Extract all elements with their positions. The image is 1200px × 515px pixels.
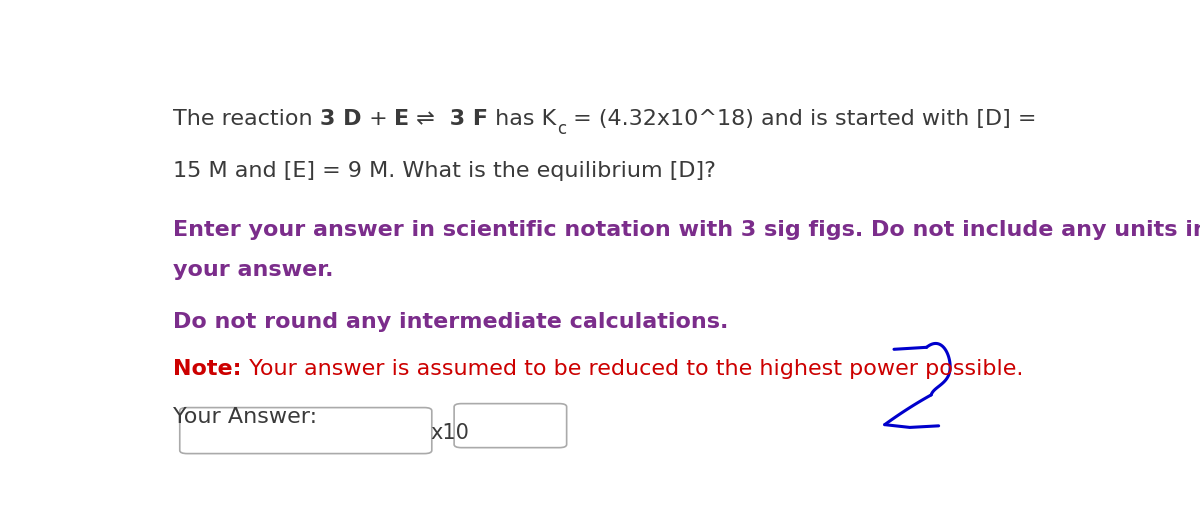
Text: 3 F: 3 F: [443, 109, 488, 129]
Text: Your answer is assumed to be reduced to the highest power possible.: Your answer is assumed to be reduced to …: [241, 359, 1024, 379]
Text: c: c: [557, 121, 565, 139]
FancyBboxPatch shape: [454, 404, 566, 448]
Text: 3 D: 3 D: [320, 109, 361, 129]
Text: = (4.32x10^18) and is started with [D] =: = (4.32x10^18) and is started with [D] =: [565, 109, 1037, 129]
Text: Enter your answer in scientific notation with 3 sig figs. Do not include any uni: Enter your answer in scientific notation…: [173, 220, 1200, 241]
Text: ⇌: ⇌: [409, 109, 443, 129]
Text: Your Answer:: Your Answer:: [173, 407, 317, 427]
Text: Do not round any intermediate calculations.: Do not round any intermediate calculatio…: [173, 312, 728, 332]
Text: x10: x10: [431, 423, 469, 442]
Text: your answer.: your answer.: [173, 260, 334, 280]
Text: Note:: Note:: [173, 359, 241, 379]
Text: E: E: [395, 109, 409, 129]
Text: has K: has K: [488, 109, 557, 129]
Text: +: +: [361, 109, 395, 129]
Text: 15 M and [E] = 9 M. What is the equilibrium [D]?: 15 M and [E] = 9 M. What is the equilibr…: [173, 161, 716, 181]
FancyBboxPatch shape: [180, 407, 432, 454]
Text: The reaction: The reaction: [173, 109, 320, 129]
